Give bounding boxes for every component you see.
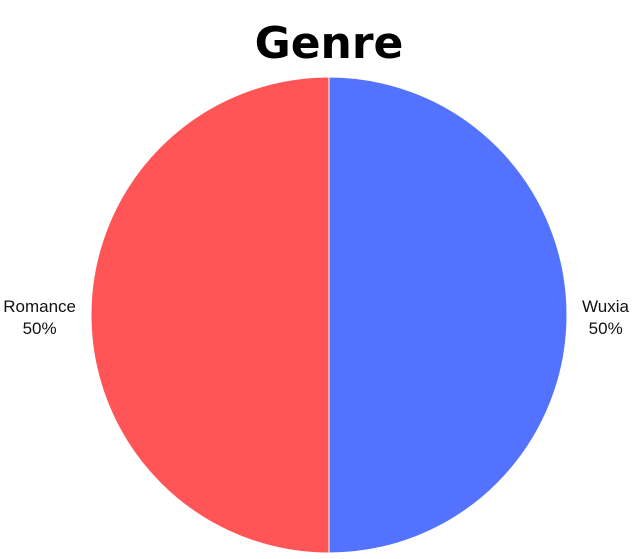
chart-title: Genre [255, 18, 404, 69]
slice-label-wuxia: Wuxia [582, 297, 629, 316]
pie-labels: Wuxia 50% Romance 50% [3, 297, 629, 338]
pie-slice-wuxia [328, 76, 568, 554]
slice-label-romance: Romance [3, 297, 76, 316]
pie-slice-romance [90, 76, 330, 554]
pie-slices [90, 76, 568, 554]
slice-percent-wuxia: 50% [589, 319, 623, 338]
slice-percent-romance: 50% [23, 319, 57, 338]
